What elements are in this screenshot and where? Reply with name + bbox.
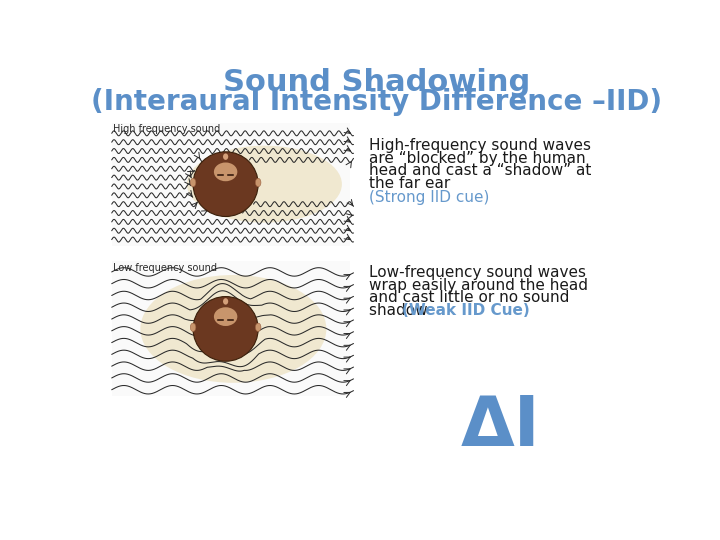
Circle shape: [193, 152, 258, 217]
Ellipse shape: [187, 146, 342, 222]
Text: Sound Shadowing: Sound Shadowing: [223, 68, 531, 97]
Bar: [112, 123, 350, 246]
Ellipse shape: [256, 178, 261, 187]
Ellipse shape: [214, 163, 238, 181]
Text: head and cast a “shadow” at: head and cast a “shadow” at: [369, 164, 591, 178]
Text: High frequency sound: High frequency sound: [113, 124, 220, 134]
Text: ΔI: ΔI: [461, 393, 541, 460]
Text: the far ear: the far ear: [369, 176, 450, 191]
Text: are “blocked” by the human: are “blocked” by the human: [369, 151, 585, 166]
Text: wrap easily around the head: wrap easily around the head: [369, 278, 588, 293]
Text: High-frequency sound waves: High-frequency sound waves: [369, 138, 591, 153]
Text: (Interaural Intensity Difference –IID): (Interaural Intensity Difference –IID): [91, 88, 662, 116]
Bar: [112, 261, 350, 396]
Text: shadow: shadow: [369, 303, 433, 318]
Ellipse shape: [256, 323, 261, 332]
Text: (Weak IID Cue): (Weak IID Cue): [402, 303, 529, 318]
Ellipse shape: [223, 298, 228, 305]
Ellipse shape: [190, 323, 196, 332]
Ellipse shape: [190, 178, 196, 187]
Text: Low frequency sound: Low frequency sound: [113, 262, 217, 273]
Ellipse shape: [140, 275, 326, 383]
Ellipse shape: [214, 307, 238, 326]
Text: (Strong IID cue): (Strong IID cue): [369, 190, 490, 205]
Text: Low-frequency sound waves: Low-frequency sound waves: [369, 265, 586, 280]
Circle shape: [193, 296, 258, 361]
Text: and cast little or no sound: and cast little or no sound: [369, 291, 570, 306]
Ellipse shape: [223, 153, 228, 160]
